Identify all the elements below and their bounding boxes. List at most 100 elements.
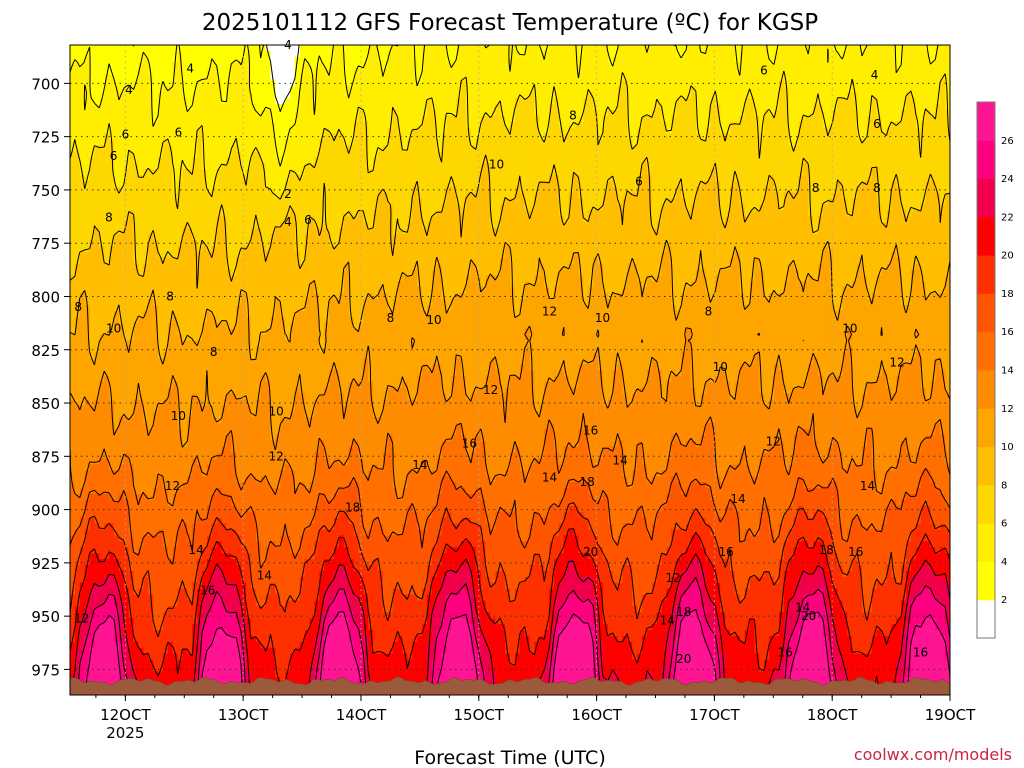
field-cell bbox=[481, 92, 486, 99]
field-cell bbox=[754, 98, 759, 105]
field-cell bbox=[442, 63, 447, 70]
field-cell bbox=[178, 104, 183, 111]
field-cell bbox=[794, 92, 799, 99]
field-cell bbox=[275, 45, 280, 52]
field-cell bbox=[217, 57, 222, 64]
field-cell bbox=[559, 75, 564, 82]
field-cell bbox=[642, 57, 647, 64]
field-cell bbox=[314, 45, 319, 52]
field-cell bbox=[90, 45, 95, 52]
field-cell bbox=[789, 51, 794, 58]
field-cell bbox=[882, 92, 887, 99]
field-cell bbox=[637, 45, 642, 52]
field-cell bbox=[564, 57, 569, 64]
field-cell bbox=[349, 63, 354, 70]
field-cell bbox=[417, 45, 422, 52]
field-cell bbox=[520, 75, 525, 82]
field-cell bbox=[750, 45, 755, 52]
field-cell bbox=[388, 98, 393, 105]
field-cell bbox=[486, 63, 491, 70]
field-cell bbox=[153, 57, 158, 64]
field-cell bbox=[911, 63, 916, 70]
field-cell bbox=[706, 57, 711, 64]
field-cell bbox=[906, 98, 911, 105]
field-cell bbox=[588, 57, 593, 64]
field-cell bbox=[740, 80, 745, 87]
field-cell bbox=[715, 45, 720, 52]
field-cell bbox=[212, 45, 217, 52]
field-cell bbox=[720, 98, 725, 105]
field-cell bbox=[261, 75, 266, 82]
field-cell bbox=[427, 104, 432, 111]
field-cell bbox=[911, 51, 916, 58]
field-cell bbox=[632, 92, 637, 99]
field-cell bbox=[554, 69, 559, 76]
field-cell bbox=[666, 104, 671, 111]
field-cell bbox=[676, 69, 681, 76]
field-cell bbox=[94, 57, 99, 64]
field-cell bbox=[368, 104, 373, 111]
field-cell bbox=[490, 51, 495, 58]
field-cell bbox=[212, 86, 217, 93]
field-cell bbox=[657, 63, 662, 70]
field-cell bbox=[852, 75, 857, 82]
field-cell bbox=[789, 86, 794, 93]
field-cell bbox=[833, 75, 838, 82]
field-cell bbox=[202, 86, 207, 93]
field-cell bbox=[662, 86, 667, 93]
field-cell bbox=[564, 98, 569, 105]
field-cell bbox=[911, 45, 916, 52]
field-cell bbox=[603, 75, 608, 82]
field-cell bbox=[319, 75, 324, 82]
field-cell bbox=[784, 98, 789, 105]
field-cell bbox=[319, 51, 324, 58]
field-cell bbox=[921, 45, 926, 52]
field-cell bbox=[510, 92, 515, 99]
field-cell bbox=[764, 98, 769, 105]
field-cell bbox=[769, 69, 774, 76]
field-cell bbox=[70, 86, 75, 93]
field-cell bbox=[564, 80, 569, 87]
field-cell bbox=[70, 92, 75, 99]
field-cell bbox=[808, 86, 813, 93]
field-cell bbox=[256, 86, 261, 93]
field-cell bbox=[613, 92, 618, 99]
field-cell bbox=[461, 86, 466, 93]
field-cell bbox=[388, 63, 393, 70]
field-cell bbox=[114, 104, 119, 111]
field-cell bbox=[539, 75, 544, 82]
field-cell bbox=[598, 104, 603, 111]
field-cell bbox=[740, 92, 745, 99]
field-cell bbox=[642, 75, 647, 82]
field-cell bbox=[647, 63, 652, 70]
field-cell bbox=[578, 86, 583, 93]
field-cell bbox=[779, 57, 784, 64]
field-cell bbox=[578, 92, 583, 99]
field-cell bbox=[715, 98, 720, 105]
field-cell bbox=[833, 63, 838, 70]
field-cell bbox=[163, 45, 168, 52]
field-cell bbox=[818, 69, 823, 76]
field-cell bbox=[578, 98, 583, 105]
field-cell bbox=[275, 57, 280, 64]
field-cell bbox=[725, 92, 730, 99]
field-cell bbox=[344, 45, 349, 52]
field-cell bbox=[402, 98, 407, 105]
field-cell bbox=[261, 69, 266, 76]
field-cell bbox=[192, 45, 197, 52]
field-cell bbox=[442, 75, 447, 82]
field-cell bbox=[808, 57, 813, 64]
field-cell bbox=[896, 75, 901, 82]
field-cell bbox=[192, 75, 197, 82]
field-cell bbox=[319, 92, 324, 99]
field-cell bbox=[476, 75, 481, 82]
field-cell bbox=[662, 98, 667, 105]
field-cell bbox=[388, 92, 393, 99]
field-cell bbox=[510, 98, 515, 105]
field-cell bbox=[662, 45, 667, 52]
field-cell bbox=[613, 86, 618, 93]
field-cell bbox=[305, 92, 310, 99]
field-cell bbox=[231, 69, 236, 76]
field-cell bbox=[637, 98, 642, 105]
field-cell bbox=[398, 51, 403, 58]
